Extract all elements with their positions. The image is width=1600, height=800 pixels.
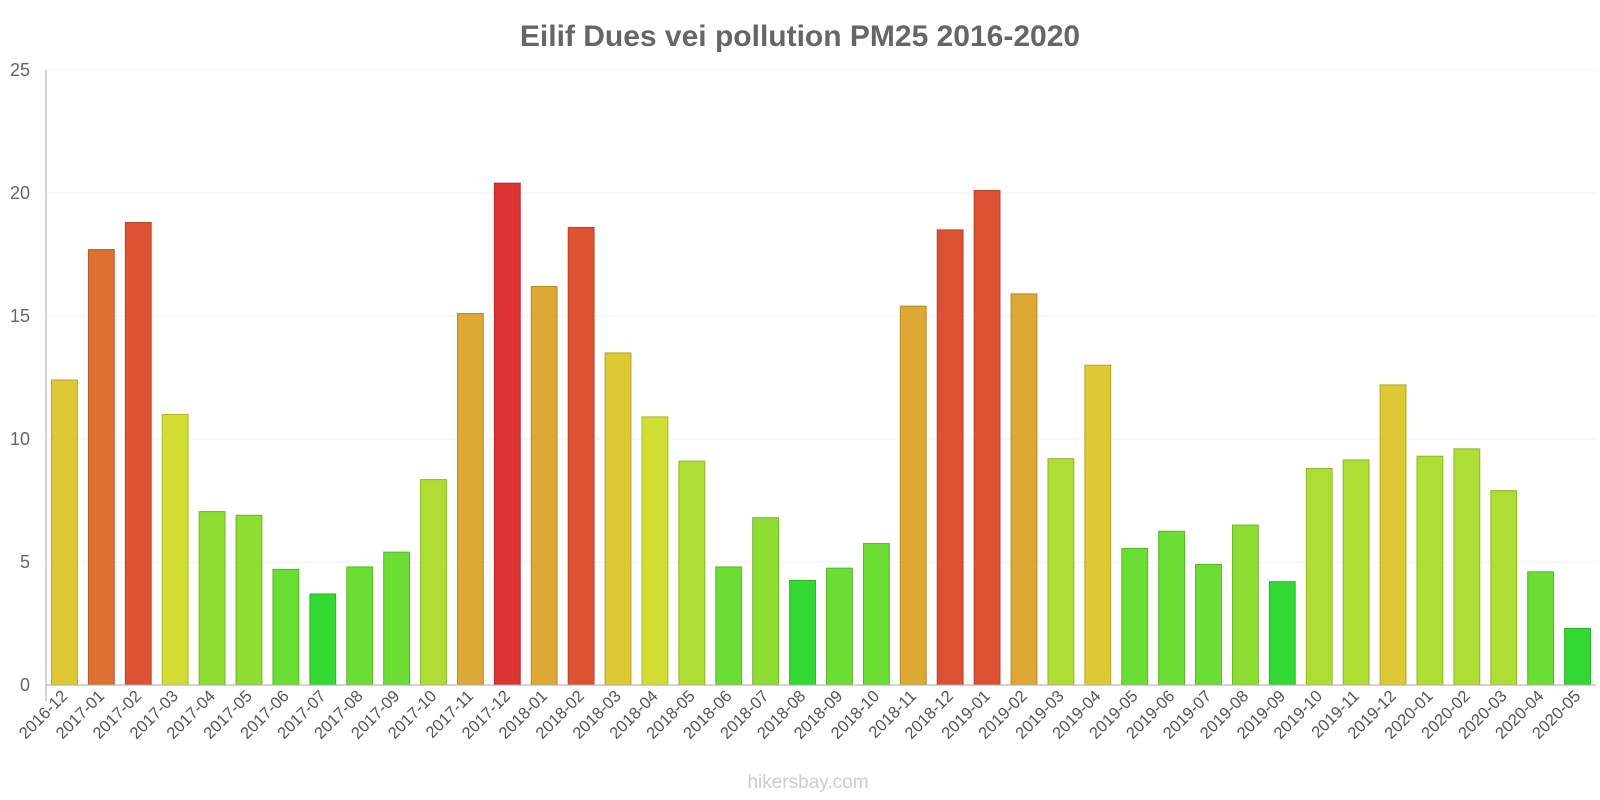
- y-tick-label: 0: [20, 675, 30, 695]
- bar-2019-12: [1379, 384, 1407, 686]
- bar-2017-09: [383, 551, 411, 686]
- watermark-text: hikersbay.com: [747, 772, 868, 793]
- y-axis-ticks: 0 5 10 15 20 25: [10, 60, 30, 695]
- bar-2017-11: [456, 313, 484, 686]
- bar-2017-06: [272, 568, 300, 686]
- bar-2020-05: [1564, 627, 1591, 686]
- bar-2018-07: [752, 517, 780, 686]
- y-tick-label: 15: [10, 306, 30, 326]
- bar-2020-03: [1490, 490, 1518, 686]
- bar-2017-02: [124, 222, 152, 686]
- bar-2020-04: [1527, 571, 1555, 686]
- bar-2019-11: [1342, 459, 1370, 686]
- bar-2017-03: [161, 413, 189, 686]
- bar-2018-05: [678, 460, 706, 686]
- bar-2019-09: [1268, 581, 1296, 686]
- bar-2017-08: [346, 566, 374, 686]
- bar-2019-06: [1158, 530, 1186, 686]
- bar-layer: [51, 182, 1591, 686]
- bar-2018-01: [530, 285, 558, 686]
- bar-2018-02: [567, 226, 595, 686]
- bar-2018-11: [899, 305, 927, 686]
- grid-layer: [46, 69, 1596, 563]
- axis-layer: [45, 70, 1596, 701]
- bar-2019-02: [1010, 293, 1038, 686]
- bar-2019-01: [973, 190, 1001, 686]
- bar-2018-04: [641, 416, 669, 686]
- bar-2017-12: [493, 182, 521, 686]
- bar-2019-07: [1195, 563, 1222, 686]
- bar-2020-01: [1416, 455, 1444, 686]
- bar-2017-05: [235, 514, 263, 686]
- bar-2017-01: [87, 249, 115, 686]
- bar-2018-03: [604, 352, 632, 686]
- y-tick-label: 10: [10, 429, 30, 449]
- bar-2019-03: [1047, 458, 1075, 686]
- bar-2019-04: [1084, 364, 1112, 686]
- bar-2017-04: [198, 511, 226, 686]
- bar-2018-09: [826, 567, 853, 686]
- y-tick-label: 20: [10, 183, 30, 203]
- bar-2018-10: [862, 543, 890, 686]
- chart-title: Eilif Dues vei pollution PM25 2016-2020: [520, 20, 1080, 53]
- y-tick-label: 5: [20, 552, 30, 572]
- bar-2017-07: [309, 593, 337, 686]
- bar-2020-02: [1453, 448, 1481, 686]
- bar-2019-08: [1231, 524, 1259, 686]
- y-tick-label: 25: [10, 60, 30, 80]
- bar-2018-08: [789, 579, 816, 686]
- bar-2018-06: [715, 566, 743, 686]
- bar-2016-12: [51, 379, 78, 686]
- bar-2018-12: [936, 229, 964, 686]
- bar-2019-05: [1121, 547, 1149, 686]
- bar-2019-10: [1305, 468, 1333, 686]
- x-axis-ticks: 2016-122017-012017-022017-032017-042017-…: [16, 687, 1585, 743]
- bar-2017-10: [420, 479, 447, 686]
